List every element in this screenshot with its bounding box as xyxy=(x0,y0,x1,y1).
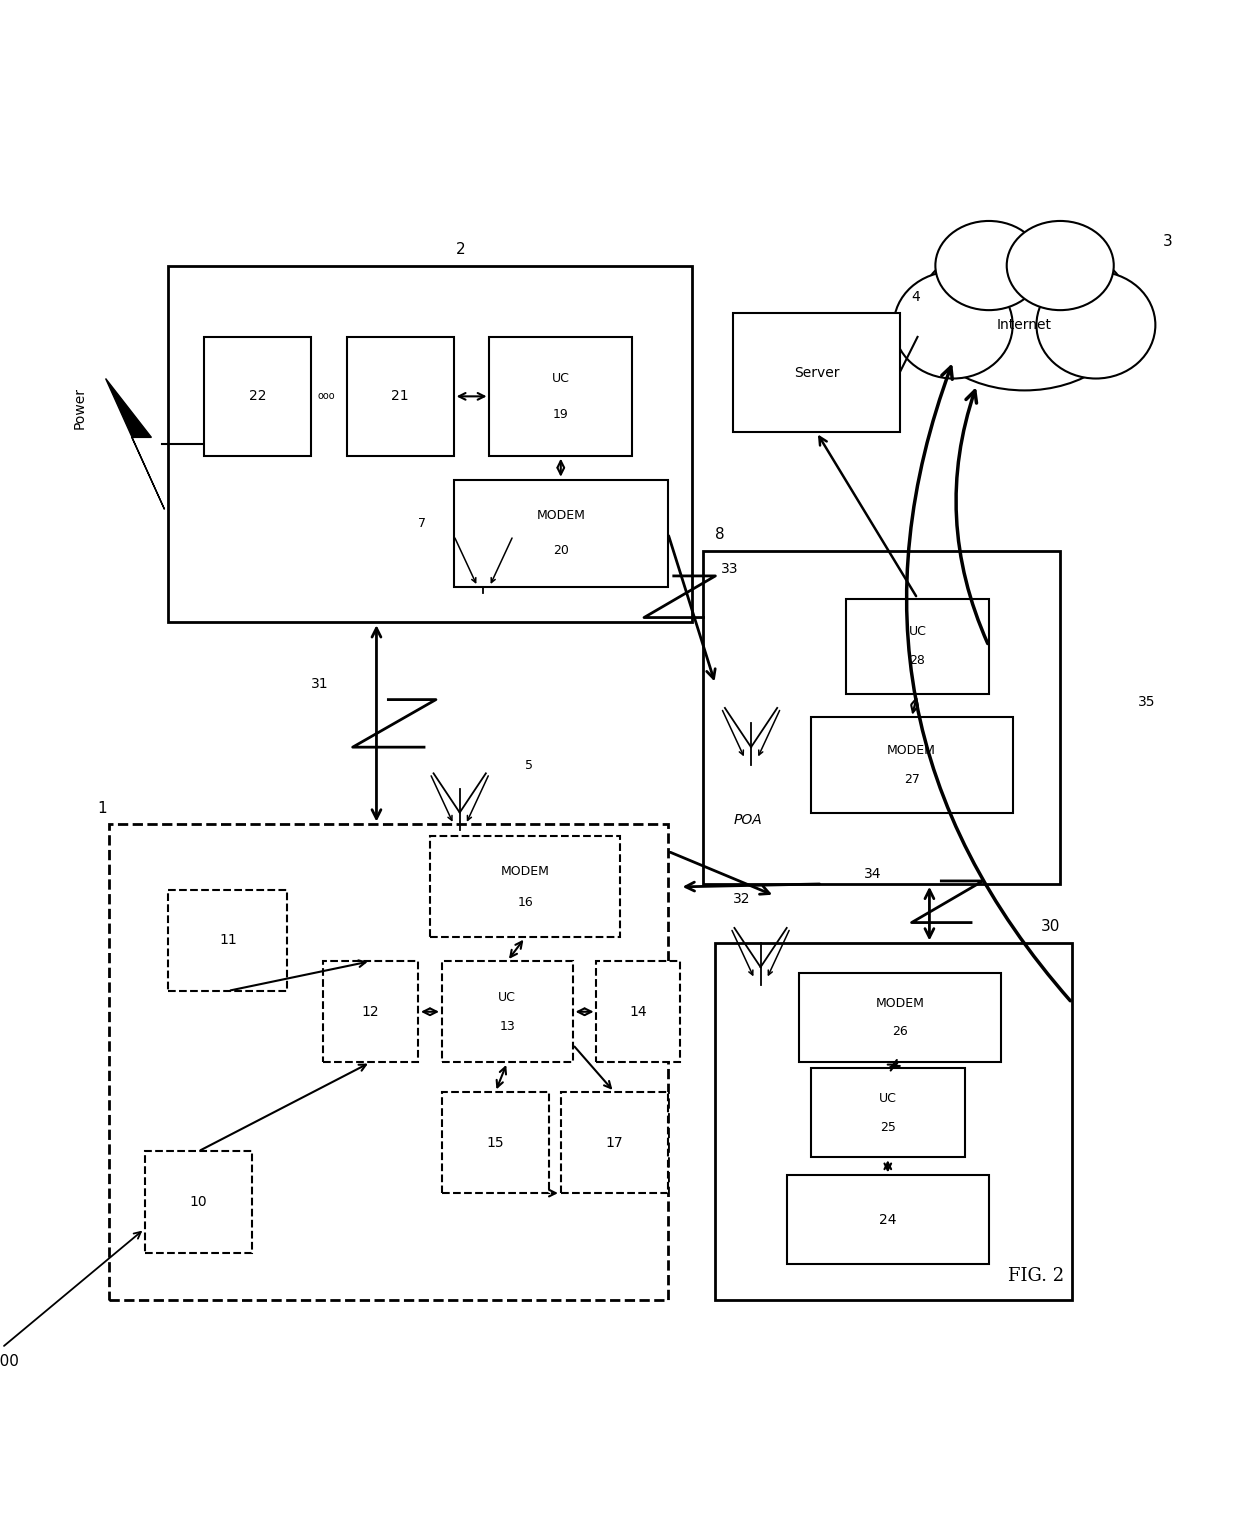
FancyBboxPatch shape xyxy=(322,961,418,1062)
Text: UC: UC xyxy=(552,372,569,386)
FancyBboxPatch shape xyxy=(811,1068,965,1157)
FancyBboxPatch shape xyxy=(430,837,620,938)
Text: 20: 20 xyxy=(553,545,569,557)
FancyBboxPatch shape xyxy=(596,961,680,1062)
Text: 22: 22 xyxy=(249,389,267,404)
Ellipse shape xyxy=(918,236,1132,390)
Text: 12: 12 xyxy=(362,1005,379,1019)
Text: 35: 35 xyxy=(1137,695,1154,708)
Text: UC: UC xyxy=(909,626,926,638)
Text: 28: 28 xyxy=(910,653,925,667)
Ellipse shape xyxy=(894,271,1013,378)
FancyBboxPatch shape xyxy=(169,266,692,623)
Ellipse shape xyxy=(1007,220,1114,311)
Text: Power: Power xyxy=(72,387,86,430)
FancyBboxPatch shape xyxy=(441,1092,549,1193)
Text: 100: 100 xyxy=(0,1354,19,1368)
Text: MODEM: MODEM xyxy=(875,998,924,1010)
FancyBboxPatch shape xyxy=(490,337,632,456)
Text: UC: UC xyxy=(879,1092,897,1105)
Text: ooo: ooo xyxy=(317,392,335,401)
Text: 33: 33 xyxy=(722,562,739,575)
Text: 14: 14 xyxy=(629,1005,647,1019)
Text: UC: UC xyxy=(498,991,516,1004)
Ellipse shape xyxy=(935,220,1043,311)
Text: MODEM: MODEM xyxy=(887,744,936,757)
Text: 24: 24 xyxy=(879,1213,897,1227)
Text: 11: 11 xyxy=(219,933,237,947)
FancyBboxPatch shape xyxy=(109,825,668,1300)
Text: 27: 27 xyxy=(904,773,920,786)
Text: 4: 4 xyxy=(911,291,920,304)
FancyBboxPatch shape xyxy=(799,973,1001,1062)
Text: 34: 34 xyxy=(864,868,882,881)
FancyBboxPatch shape xyxy=(169,890,288,991)
Text: 13: 13 xyxy=(500,1019,515,1033)
Text: 15: 15 xyxy=(486,1135,505,1149)
Text: POA: POA xyxy=(733,814,761,828)
Text: 17: 17 xyxy=(605,1135,624,1149)
FancyBboxPatch shape xyxy=(205,337,311,456)
FancyBboxPatch shape xyxy=(454,479,668,586)
FancyBboxPatch shape xyxy=(846,598,988,693)
FancyBboxPatch shape xyxy=(441,961,573,1062)
Ellipse shape xyxy=(1037,271,1156,378)
FancyBboxPatch shape xyxy=(347,337,454,456)
Text: 7: 7 xyxy=(418,517,427,531)
Text: Server: Server xyxy=(794,366,839,379)
Text: 26: 26 xyxy=(892,1025,908,1039)
Text: 31: 31 xyxy=(311,676,329,690)
FancyBboxPatch shape xyxy=(811,718,1013,812)
Text: 1: 1 xyxy=(97,800,107,815)
Polygon shape xyxy=(105,378,165,509)
FancyBboxPatch shape xyxy=(145,1152,252,1253)
Text: 3: 3 xyxy=(1162,234,1172,249)
Text: 5: 5 xyxy=(525,759,533,771)
Text: 10: 10 xyxy=(190,1195,207,1209)
Text: FIG. 2: FIG. 2 xyxy=(1008,1267,1064,1285)
Text: 32: 32 xyxy=(733,892,750,906)
Text: 21: 21 xyxy=(392,389,409,404)
Text: Internet: Internet xyxy=(997,318,1052,332)
FancyBboxPatch shape xyxy=(786,1175,988,1264)
Text: 30: 30 xyxy=(1040,920,1060,935)
FancyBboxPatch shape xyxy=(560,1092,668,1193)
Text: 8: 8 xyxy=(715,526,725,542)
FancyBboxPatch shape xyxy=(715,944,1073,1300)
FancyBboxPatch shape xyxy=(733,314,900,431)
Text: MODEM: MODEM xyxy=(501,864,549,878)
Text: 16: 16 xyxy=(517,897,533,909)
Text: 25: 25 xyxy=(880,1120,895,1134)
Text: 19: 19 xyxy=(553,407,569,421)
Text: 2: 2 xyxy=(456,242,466,257)
Text: MODEM: MODEM xyxy=(537,509,585,522)
FancyBboxPatch shape xyxy=(703,551,1060,884)
